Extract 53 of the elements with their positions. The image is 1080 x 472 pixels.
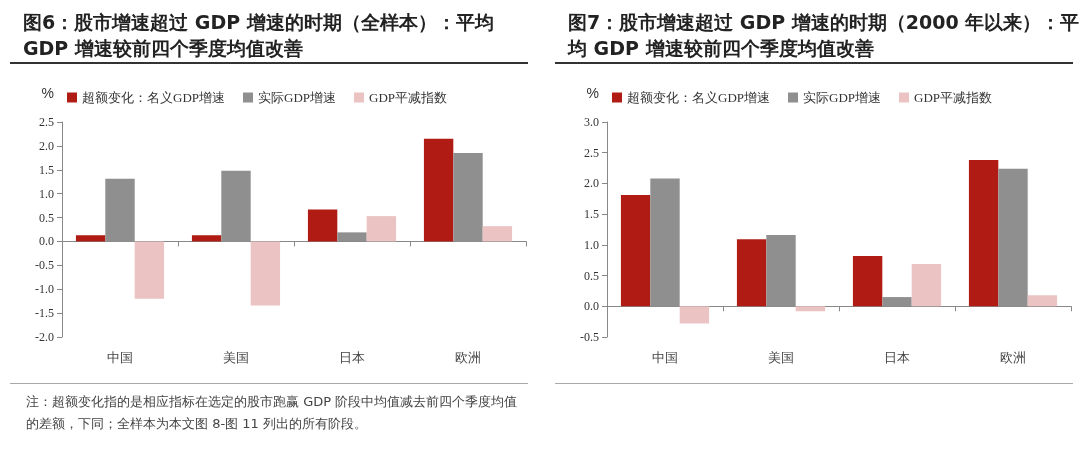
x-tick-label: 中国 — [652, 350, 678, 365]
legend-label: 实际GDP增速 — [258, 90, 337, 105]
legend-label: 超额变化：名义GDP增速 — [82, 90, 226, 105]
x-tick-label: 美国 — [223, 350, 249, 365]
y-tick-label: -1.5 — [35, 306, 54, 321]
bar — [968, 160, 999, 307]
chart-title: 图6：股市增速超过 GDP 增速的时期（全样本）：平均 GDP 增速较前四个季度均值改善 — [23, 11, 501, 59]
y-tick-label: -2.0 — [35, 330, 54, 344]
legend-label: GDP平减指数 — [914, 90, 993, 105]
legend-label: 超额变化：名义GDP增速 — [627, 90, 771, 105]
bar — [75, 235, 106, 242]
y-tick-label: 0.0 — [39, 234, 54, 249]
bar — [134, 241, 165, 299]
y-tick-label: -0.5 — [35, 258, 54, 273]
y-tick-label: -1.0 — [35, 282, 54, 297]
x-tick-label: 日本 — [884, 350, 910, 365]
bar — [679, 306, 710, 324]
y-tick-label: 2.5 — [39, 115, 54, 129]
bar — [482, 226, 513, 242]
y-tick-label: 1.5 — [584, 207, 599, 222]
y-tick-label: 0.5 — [584, 268, 599, 283]
x-tick-label: 中国 — [107, 350, 133, 365]
bar — [911, 263, 942, 307]
bar — [250, 241, 281, 306]
y-tick-label: 1.5 — [39, 162, 54, 177]
bar — [795, 306, 826, 312]
x-tick-label: 日本 — [339, 350, 365, 365]
y-tick-label: 0.0 — [584, 299, 599, 314]
bar — [620, 195, 651, 307]
y-tick-label: -0.5 — [580, 330, 599, 344]
legend-label: 实际GDP增速 — [803, 90, 882, 105]
y-tick-label: 1.0 — [584, 237, 599, 252]
y-tick-label: 0.5 — [39, 210, 54, 225]
y-tick-label: 1.0 — [39, 186, 54, 201]
x-tick-label: 欧洲 — [455, 350, 481, 365]
bar — [307, 209, 338, 242]
y-tick-label: 2.0 — [584, 176, 599, 191]
bar — [191, 235, 222, 242]
bar — [423, 138, 454, 242]
bar — [366, 216, 397, 242]
bar — [736, 239, 767, 307]
bar — [1027, 295, 1058, 307]
y-tick-label: 2.0 — [39, 138, 54, 153]
y-tick-label: 2.5 — [584, 145, 599, 160]
chart-title: 图7：股市增速超过 GDP 增速的时期（2000 年以来）：平均 GDP 增速较前四个季度均值改善 — [567, 11, 1080, 59]
x-tick-label: 美国 — [768, 350, 794, 365]
text: 注：超额变化指的是相应指标在选定的股市跑赢 GDP 阶段中均值减去前四个季度均值的差额，下同；全样本为本文图 8-图 11 列出的所有阶段。 — [26, 393, 518, 431]
x-tick-label: 欧洲 — [1000, 350, 1026, 365]
y-axis-title: % — [41, 85, 54, 101]
bar — [852, 255, 883, 307]
y-axis-title: % — [586, 85, 599, 101]
legend-label: GDP平减指数 — [369, 90, 448, 105]
y-tick-label: 3.0 — [584, 115, 599, 129]
